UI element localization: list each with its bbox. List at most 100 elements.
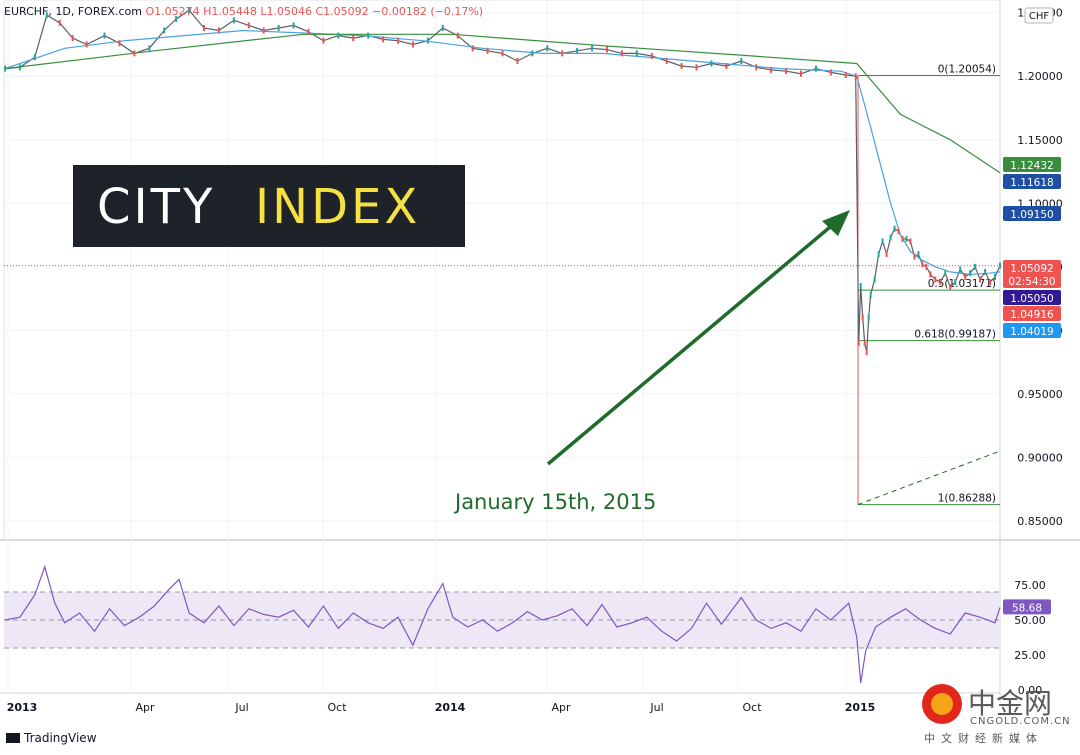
price-tag-box: [1003, 260, 1061, 288]
fib-level-label: 1(0.86288): [938, 493, 996, 505]
annotation-arrow: [546, 210, 850, 466]
price-candle: [605, 46, 608, 53]
price-tag-label: 1.04916: [1010, 309, 1054, 321]
price-candle: [740, 57, 743, 64]
ohlc-values: O1.05274 H1.05448 L1.05046 C1.05092 −0.0…: [145, 5, 484, 18]
grid: [0, 0, 1080, 700]
price-panel: [3, 0, 1001, 541]
price-tag-box: [1003, 323, 1061, 338]
price-candle: [501, 50, 504, 57]
price-candle: [4, 65, 6, 72]
price-candle: [755, 64, 758, 71]
fib-level-label: 0.618(0.99187): [914, 329, 996, 341]
price-candle: [905, 235, 908, 242]
price-candle: [974, 263, 977, 270]
price-candle: [979, 276, 982, 283]
price-tag-box: [1003, 174, 1061, 189]
price-tick-label: 0.95000: [1017, 388, 1063, 401]
price-candle: [994, 273, 997, 280]
price-candle: [531, 50, 534, 57]
arrow-head: [822, 210, 850, 236]
tradingview-icon: [6, 733, 20, 743]
price-candle: [984, 268, 987, 275]
price-candle: [901, 235, 904, 242]
price-candle: [889, 234, 892, 241]
fib-level-label: 0(1.20054): [938, 64, 996, 76]
price-candle: [203, 24, 205, 31]
price-candle: [546, 45, 549, 52]
price-candle: [133, 50, 136, 57]
time-tick-label: Jul: [649, 701, 663, 714]
price-tick-label: 0.85000: [1017, 515, 1063, 528]
price-candle: [989, 279, 992, 286]
rsi-series: [4, 564, 1001, 684]
price-candle: [650, 52, 653, 59]
price-tag-countdown: 02:54:30: [1008, 276, 1055, 288]
price-tag-label: 1.09150: [1010, 209, 1053, 221]
price-candle: [954, 279, 957, 286]
price-candle: [999, 262, 1001, 269]
price-candle: [277, 24, 280, 31]
price-tag-label: 1.05050: [1010, 293, 1053, 305]
price-candle: [85, 41, 88, 48]
price-candle: [873, 276, 876, 283]
price-candle: [863, 340, 866, 347]
price-candle: [969, 270, 972, 277]
price-candle: [665, 57, 668, 64]
price-tick-label: 1.20000: [1017, 70, 1063, 83]
price-candle: [854, 73, 857, 80]
price-candle: [471, 45, 474, 52]
price-candle: [861, 314, 864, 321]
price-candle: [411, 41, 414, 48]
price-candle: [929, 271, 932, 278]
price-tick-label: 0.90000: [1017, 451, 1063, 464]
price-candle: [118, 40, 121, 47]
logo-index: INDEX: [255, 179, 421, 235]
price-candle: [680, 63, 683, 70]
time-tick-label: 2013: [7, 701, 38, 714]
price-candle: [814, 65, 817, 72]
price-candle: [869, 291, 872, 298]
price-candle: [576, 47, 579, 54]
price-tick-label: 1.15000: [1017, 134, 1063, 147]
price-candle: [934, 276, 937, 283]
price-candle: [561, 50, 564, 57]
price-candle: [148, 45, 151, 52]
price-candle: [939, 279, 942, 286]
price-candle: [441, 24, 444, 31]
price-candle: [725, 63, 728, 70]
rsi-tick-label: 75.00: [1014, 579, 1046, 592]
ma-slow-series: [4, 33, 1001, 174]
price-candle: [695, 64, 698, 71]
watermark-en: CNGOLD.COM.CN: [970, 716, 1071, 727]
price-candle: [897, 228, 900, 235]
price-candle: [71, 35, 74, 42]
price-tag-label: 1.12432: [1010, 160, 1053, 172]
price-candle: [913, 253, 916, 260]
watermark-cn: 中金网: [968, 687, 1053, 720]
price-candle: [486, 47, 489, 54]
ma-fast-series: [4, 29, 1001, 276]
price-tag-box: [1003, 290, 1061, 305]
rsi-tick-label: 25.00: [1014, 649, 1046, 662]
price-candle: [949, 284, 952, 291]
price-candle: [635, 50, 638, 57]
fib-level-label: 0.5(1.03171): [928, 278, 996, 290]
price-candle: [893, 225, 896, 232]
price-candle: [163, 27, 166, 34]
tradingview-branding[interactable]: TradingView: [6, 731, 97, 745]
price-candle: [426, 37, 429, 44]
price-tag-label: 1.11618: [1010, 177, 1053, 189]
price-candle: [800, 70, 802, 77]
price-candle: [367, 32, 370, 39]
symbol-title: EURCHF, 1D, FOREX.com: [4, 5, 142, 18]
price-candle: [322, 37, 325, 44]
city-index-logo: CITY INDEX: [73, 165, 465, 247]
price-candle: [770, 66, 773, 73]
price-candle: [857, 340, 860, 347]
price-tag-label: 1.04019: [1010, 326, 1053, 338]
price-candle: [959, 266, 962, 273]
time-tick-label: Apr: [135, 701, 155, 714]
currency-box: [1024, 7, 1054, 24]
